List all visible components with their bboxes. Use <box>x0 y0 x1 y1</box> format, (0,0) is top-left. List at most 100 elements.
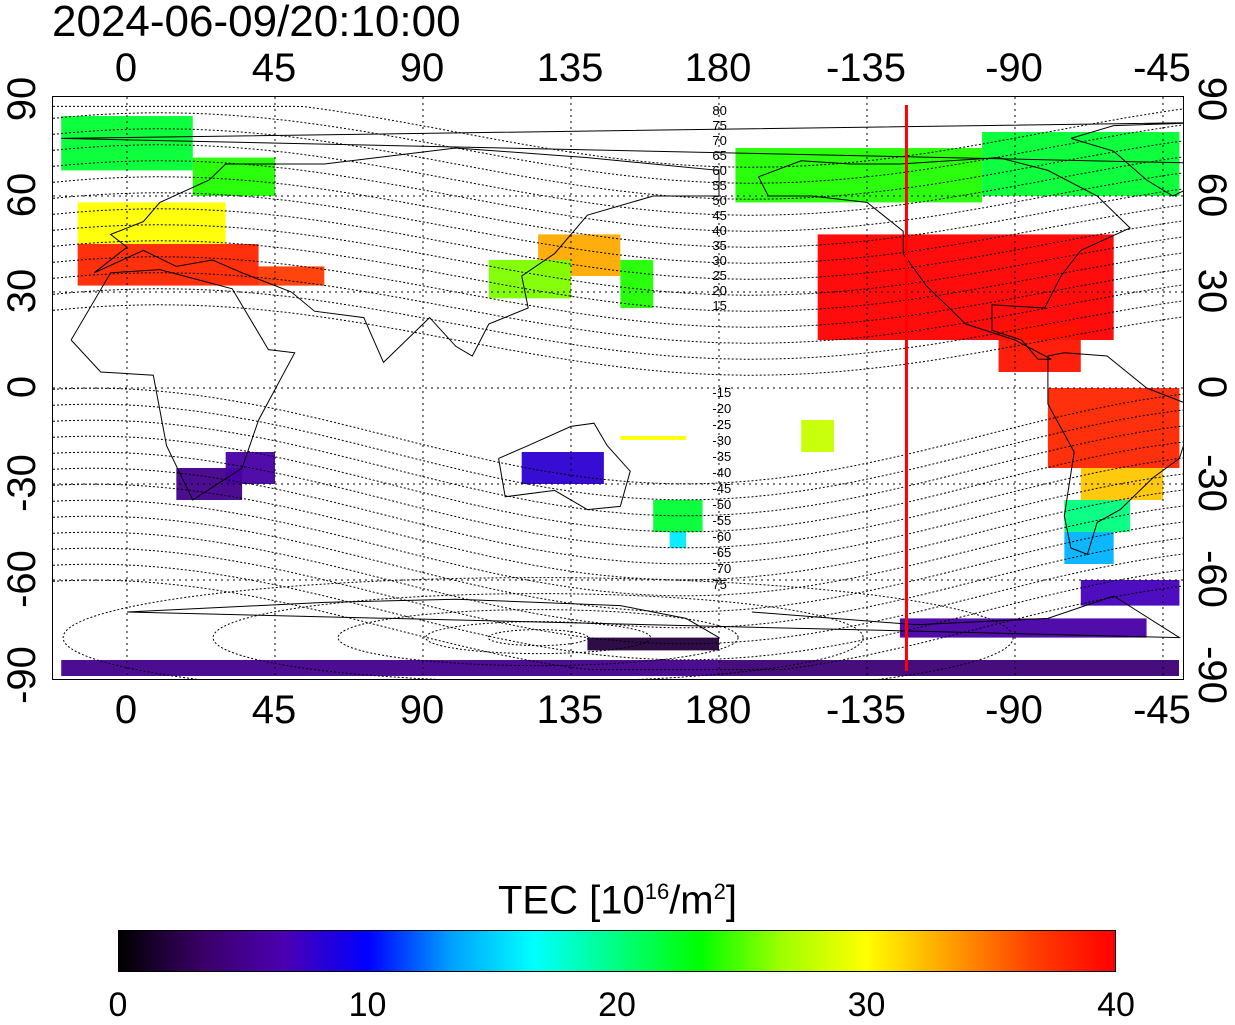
contour-label: -35 <box>712 449 731 464</box>
magnetic-contour <box>53 224 1183 296</box>
tec-patch <box>77 244 259 286</box>
tec-patch <box>801 420 835 452</box>
lon-tick-bottom: 180 <box>684 688 752 732</box>
contour-label: -55 <box>712 513 731 528</box>
contour-label: -25 <box>712 417 731 432</box>
lon-tick-top: 90 <box>399 46 445 90</box>
magnetic-contour <box>53 499 1183 597</box>
lon-tick-top: -135 <box>825 46 907 90</box>
magnetic-contour <box>53 467 1183 565</box>
magnetic-contour <box>53 531 1183 629</box>
magnetic-contour <box>53 128 1183 200</box>
lon-tick-bottom: -45 <box>1133 688 1191 732</box>
tec-patch <box>587 637 719 651</box>
magnetic-contour <box>53 176 1183 248</box>
colorbar-tick-label: 20 <box>598 986 636 1024</box>
magnetic-latitude-contours <box>53 105 1183 679</box>
lon-tick-bottom: 135 <box>536 688 604 732</box>
contour-label: 75 <box>712 118 726 133</box>
lon-tick-bottom: 45 <box>251 688 297 732</box>
tec-patch <box>998 324 1081 372</box>
tec-patch <box>1047 388 1180 468</box>
lon-tick-top: 135 <box>536 46 604 90</box>
contour-label: 40 <box>712 223 726 238</box>
coastline <box>1047 352 1183 556</box>
tec-patch <box>817 234 1114 340</box>
tec-patch <box>620 436 687 440</box>
magnetic-contour <box>53 208 1183 280</box>
contour-label: -15 <box>712 385 731 400</box>
tec-patch <box>521 452 604 484</box>
lon-tick-bottom: 0 <box>114 688 138 732</box>
lon-tick-top: 45 <box>251 46 297 90</box>
contour-label: -70 <box>712 561 731 576</box>
tec-patch <box>225 452 275 484</box>
colorbar-tick-label: 0 <box>108 986 128 1024</box>
colorbar-title: TEC [1016/m2] <box>497 878 737 923</box>
contour-label: 75 <box>712 577 726 592</box>
magnetic-contour <box>53 515 1183 613</box>
tec-map: 80 75 70 65 60 55 50 45 40 35 30 25 20 15 -15 -20 -25 -30… <box>52 96 1184 680</box>
coastline <box>498 422 631 511</box>
magnetic-contour <box>53 288 1183 360</box>
tec-patch <box>653 500 703 532</box>
colorbar-tick-label: 30 <box>847 986 886 1024</box>
contour-label: 80 <box>712 103 726 118</box>
contour-label: -50 <box>712 497 731 512</box>
tec-patch <box>61 116 193 171</box>
tec-patch <box>1064 500 1131 532</box>
magnetic-contour <box>53 144 1183 216</box>
contour-label: 45 <box>712 208 726 223</box>
contour-label: -30 <box>712 433 731 448</box>
contour-label: 20 <box>712 283 726 298</box>
magnetic-contour-polar <box>62 577 1014 679</box>
timestamp: 2024-06-09/20:10:00 <box>52 0 461 46</box>
contour-labels: 8075706560555045403530252015-15-20-25-30… <box>712 103 731 592</box>
contour-label: 25 <box>712 268 726 283</box>
tec-patch <box>488 260 571 299</box>
contour-label: 70 <box>712 133 726 148</box>
contour-label: 35 <box>712 238 726 253</box>
magnetic-contour <box>53 563 1183 661</box>
magnetic-contour <box>53 435 1183 533</box>
contour-label: 60 <box>712 163 726 178</box>
lon-tick-top: -90 <box>985 46 1043 90</box>
contour-label: -65 <box>712 545 731 560</box>
lon-tick-bottom: 90 <box>399 688 445 732</box>
tec-patch <box>899 618 1147 638</box>
magnetic-contour <box>53 547 1183 645</box>
contour-label: 65 <box>712 148 726 163</box>
lat-tick-left: -90 <box>0 646 44 704</box>
colorbar-tick-label: 10 <box>348 986 387 1024</box>
tec-patch <box>61 660 719 676</box>
magnetic-contour <box>53 579 1183 671</box>
magnetic-contour <box>53 483 1183 581</box>
magnetic-contour <box>53 304 1183 376</box>
contour-label: -60 <box>712 529 731 544</box>
magnetic-contour <box>53 272 1183 344</box>
contour-label: 50 <box>712 193 726 208</box>
contour-label: -40 <box>712 465 731 480</box>
magnetic-contour-polar <box>337 609 739 667</box>
contour-label: 30 <box>712 253 726 268</box>
magnetic-contour-polar <box>212 593 864 679</box>
contour-label: -20 <box>712 401 731 416</box>
coastline <box>93 147 720 364</box>
magnetic-contour <box>53 403 1183 501</box>
tec-patch <box>620 260 654 308</box>
magnetic-contour-polar <box>487 629 589 647</box>
lon-tick-bottom: -135 <box>825 688 907 732</box>
contour-label: 15 <box>712 298 726 313</box>
contour-label: -45 <box>712 481 731 496</box>
magnetic-contour <box>53 256 1183 328</box>
magnetic-contour <box>53 451 1183 549</box>
tec-patch <box>77 202 226 244</box>
lon-tick-top: 0 <box>114 46 138 90</box>
tec-patch <box>669 532 687 548</box>
magnetic-contour <box>53 419 1183 517</box>
coastlines <box>61 122 1183 639</box>
lon-tick-top: -45 <box>1133 46 1191 90</box>
lat-tick-right: -90 <box>1190 646 1234 704</box>
magnetic-contour <box>53 192 1183 264</box>
colorbar <box>118 930 1116 972</box>
